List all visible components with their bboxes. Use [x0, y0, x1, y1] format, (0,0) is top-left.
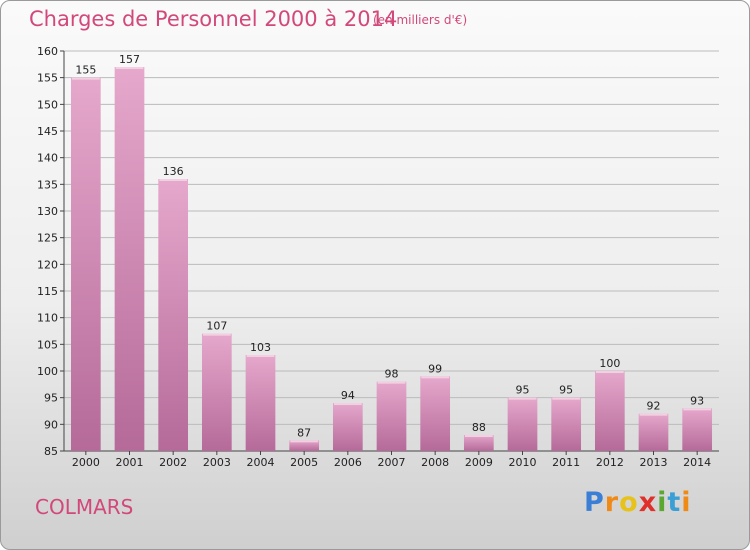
y-tick-label: 110	[37, 312, 58, 325]
logo-letter: P	[584, 487, 605, 518]
chart-subtitle: (en milliers d'€)	[373, 13, 468, 27]
bar	[114, 67, 145, 451]
data-label: 87	[297, 426, 311, 439]
x-tick-label: 2014	[683, 456, 711, 469]
bar	[594, 371, 625, 451]
y-tick-label: 155	[37, 72, 58, 85]
y-tick-label: 160	[37, 45, 58, 58]
bar	[507, 397, 538, 451]
bar	[551, 397, 582, 451]
data-label: 155	[75, 64, 96, 77]
data-label: 100	[599, 357, 620, 370]
data-label: 92	[647, 400, 661, 413]
bar-highlight	[421, 376, 450, 379]
x-tick-label: 2011	[552, 456, 580, 469]
bar-highlight	[202, 333, 231, 336]
bar	[420, 376, 451, 451]
y-tick-label: 90	[44, 418, 58, 431]
bar	[201, 333, 232, 451]
data-label: 88	[472, 421, 486, 434]
x-tick-label: 2008	[421, 456, 449, 469]
x-tick-label: 2000	[72, 456, 100, 469]
bar-highlight	[71, 77, 100, 80]
y-tick-label: 150	[37, 98, 58, 111]
x-tick-label: 2005	[290, 456, 318, 469]
x-tick-label: 2004	[247, 456, 275, 469]
commune-name: COLMARS	[35, 495, 134, 519]
bar	[158, 179, 189, 451]
bar-highlight	[639, 413, 668, 416]
data-label: 95	[559, 384, 573, 397]
y-tick-label: 115	[37, 285, 58, 298]
data-label: 136	[163, 165, 184, 178]
bar	[376, 381, 407, 451]
y-tick-label: 100	[37, 365, 58, 378]
bar	[638, 413, 669, 451]
data-label: 95	[516, 384, 530, 397]
bars	[70, 67, 713, 452]
logo-letter: i	[657, 487, 668, 518]
bar	[70, 77, 101, 452]
x-tick-label: 2012	[596, 456, 624, 469]
bar	[245, 355, 276, 451]
data-label: 107	[206, 320, 227, 333]
data-label: 98	[385, 368, 399, 381]
bar	[332, 403, 363, 451]
y-tick-label: 95	[44, 392, 58, 405]
bar	[289, 440, 320, 451]
y-tick-label: 120	[37, 258, 58, 271]
x-tick-label: 2006	[334, 456, 362, 469]
x-tick-label: 2010	[509, 456, 537, 469]
x-tick-label: 2003	[203, 456, 231, 469]
x-tick-label: 2007	[378, 456, 406, 469]
logo-letter: o	[619, 487, 639, 518]
y-tick-label: 85	[44, 445, 58, 458]
bar-highlight	[115, 67, 144, 69]
data-label: 93	[690, 394, 704, 407]
y-tick-label: 125	[37, 232, 58, 245]
data-label: 103	[250, 341, 271, 354]
bar-highlight	[290, 440, 319, 443]
y-tick-label: 130	[37, 205, 58, 218]
bar-highlight	[377, 381, 406, 384]
x-tick-label: 2009	[465, 456, 493, 469]
bar-highlight	[159, 179, 188, 181]
labels: 85 90 95 100 105 110 115 120 125 130 135 140 145 150 1…	[37, 45, 711, 469]
proxiti-logo: Proxiti	[584, 487, 692, 518]
chart-title: Charges de Personnel 2000 à 2014	[29, 7, 398, 31]
bar-highlight	[552, 397, 581, 400]
data-label: 94	[341, 389, 355, 402]
bar-highlight	[595, 371, 624, 373]
logo-letter: x	[638, 487, 658, 518]
y-tick-label: 135	[37, 178, 58, 191]
bar-highlight	[508, 397, 537, 400]
bar-highlight	[246, 355, 275, 357]
logo-letter: r	[604, 487, 620, 518]
logo-letter: t	[667, 487, 682, 518]
logo-letter: i	[681, 487, 692, 518]
bar	[463, 435, 494, 451]
y-tick-label: 145	[37, 125, 58, 138]
data-label: 99	[428, 362, 442, 375]
x-tick-label: 2002	[159, 456, 187, 469]
y-tick-label: 105	[37, 338, 58, 351]
data-label: 157	[119, 53, 140, 66]
bar-highlight	[464, 435, 493, 437]
y-tick-label: 140	[37, 152, 58, 165]
x-tick-label: 2013	[640, 456, 668, 469]
x-tick-label: 2001	[116, 456, 144, 469]
bar-highlight	[333, 403, 362, 405]
bar	[682, 408, 713, 451]
bar-highlight	[683, 408, 712, 411]
